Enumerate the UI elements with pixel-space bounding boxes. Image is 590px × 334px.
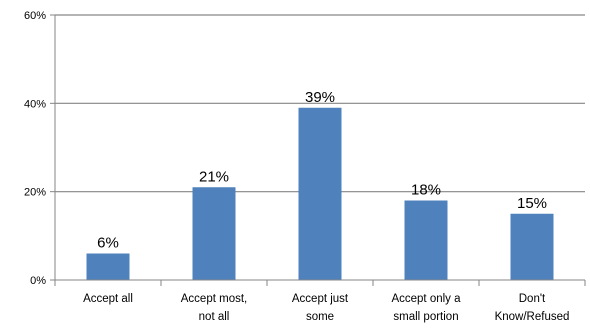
category-label: Accept most, not all	[181, 293, 247, 323]
bar	[86, 253, 130, 280]
data-label: 6%	[97, 235, 119, 252]
category-label-line: Accept only a	[391, 293, 461, 305]
data-label: 15%	[517, 195, 547, 212]
category-label: Accept all	[83, 293, 133, 305]
category-label-line: Accept all	[83, 293, 133, 305]
bars	[86, 107, 554, 280]
axes	[54, 15, 586, 286]
bar	[404, 200, 448, 280]
data-label: 39%	[305, 89, 335, 106]
bar	[510, 213, 554, 280]
category-label: Accept just some	[292, 293, 349, 323]
y-tick-label: 60%	[24, 10, 46, 22]
y-tick-label: 0%	[30, 275, 46, 287]
data-labels: 6% 21% 39% 18% 15%	[97, 89, 547, 252]
y-tick-label: 20%	[24, 187, 46, 199]
category-label-line: Accept most,	[181, 293, 247, 305]
bar	[192, 187, 236, 280]
category-label: Don't Know/Refused	[495, 293, 570, 323]
y-tick-label: 40%	[24, 98, 46, 110]
category-label-line: Accept just	[292, 293, 349, 305]
y-axis-ticks: 0% 20% 40% 60%	[24, 10, 55, 287]
bar	[298, 107, 342, 280]
category-label-line: small portion	[393, 311, 458, 323]
category-label-line: Know/Refused	[495, 311, 570, 323]
data-label: 18%	[411, 182, 441, 199]
category-labels: Accept all Accept most, not all Accept just…	[83, 293, 569, 323]
data-label: 21%	[199, 168, 229, 185]
category-label-line: some	[306, 311, 334, 323]
category-label: Accept only a small portion	[391, 293, 461, 323]
category-label-line: Don't	[519, 293, 546, 305]
category-label-line: not all	[199, 311, 230, 323]
